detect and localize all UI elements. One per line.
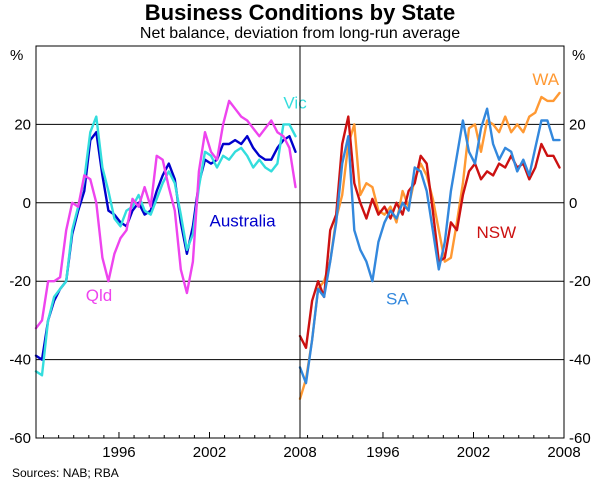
ytick-right--40: -40 [569, 352, 591, 369]
xtick-right-1996: 1996 [366, 444, 399, 461]
xtick-left-2002: 2002 [193, 444, 226, 461]
ytick-right--60: -60 [569, 430, 591, 447]
chart-area: -60 -60 -40 -40 -20 -20 0 0 20 20% % 1996 2002 2008 Au… [9, 45, 591, 461]
series-line-qld [34, 99, 297, 330]
y-unit-left: % [10, 47, 23, 64]
chart-panels: -60 -60 -40 -40 -20 -20 0 0 20 20% % 1996 2002 2008 Au… [9, 45, 591, 461]
xtick-right-2008: 2008 [547, 444, 580, 461]
series-label-wa: WA [532, 70, 559, 89]
series-label-qld: Qld [86, 286, 112, 305]
chart-title: Business Conditions by State [144, 0, 456, 25]
ytick-left-20: 20 [14, 116, 31, 133]
series-line-vic [34, 115, 297, 377]
chart-source: Sources: NAB; RBA [12, 466, 119, 480]
series-line-australia [34, 131, 297, 361]
y-unit-right: % [572, 47, 585, 64]
series-line-sa [298, 107, 561, 385]
series-line-nsw [298, 115, 561, 349]
ytick-left--40: -40 [9, 352, 31, 369]
series-label-vic: Vic [283, 94, 307, 113]
series-line-wa [298, 91, 561, 400]
ytick-left-0: 0 [23, 195, 31, 212]
xtick-right-2002: 2002 [457, 444, 490, 461]
ytick-right-0: 0 [569, 195, 577, 212]
chart-subtitle: Net balance, deviation from long-run ave… [139, 25, 461, 42]
ytick-left--20: -20 [9, 273, 31, 290]
series-label-australia: Australia [209, 211, 276, 230]
ytick-right-20: 20 [569, 116, 586, 133]
series-label-sa: SA [386, 290, 409, 309]
series-label-nsw: NSW [477, 223, 517, 242]
xtick-left-2008: 2008 [283, 444, 316, 461]
ytick-right--20: -20 [569, 273, 591, 290]
xtick-left-1996: 1996 [102, 444, 135, 461]
ytick-left--60: -60 [9, 430, 31, 447]
